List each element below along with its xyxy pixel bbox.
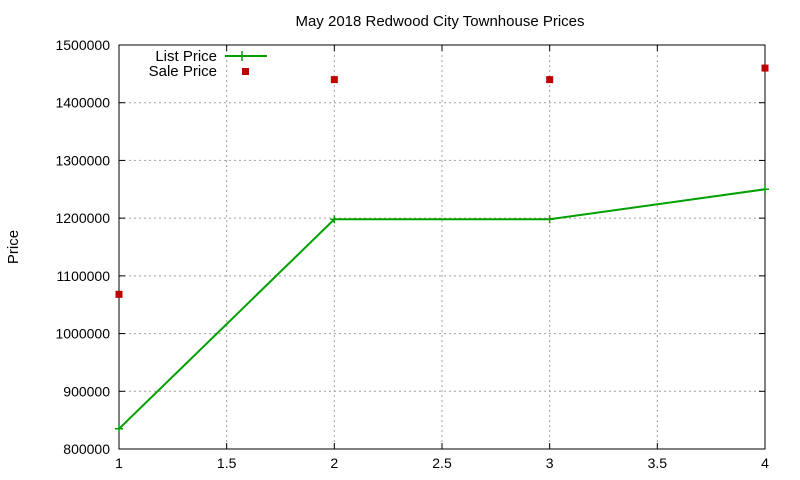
x-tick-label: 2.5 bbox=[432, 455, 452, 471]
data-point-sale-price bbox=[330, 76, 338, 84]
legend: List Price Sale Price bbox=[149, 48, 267, 80]
x-tick-label: 1 bbox=[115, 455, 123, 471]
y-axis-label: Price bbox=[5, 230, 22, 264]
chart-title: May 2018 Redwood City Townhouse Prices bbox=[295, 13, 584, 30]
data-point-sale-price bbox=[761, 64, 769, 72]
x-tick-label: 4 bbox=[761, 455, 769, 471]
data-point-sale-price bbox=[546, 76, 554, 84]
y-tick-label: 1300000 bbox=[55, 152, 110, 168]
y-tick-label: 1500000 bbox=[55, 37, 110, 53]
y-tick-label: 1200000 bbox=[55, 210, 110, 226]
data-point-list-price bbox=[761, 185, 769, 194]
legend-marker-sale-price bbox=[242, 68, 249, 75]
data-point-list-price bbox=[115, 424, 123, 433]
y-tick-label: 1100000 bbox=[57, 268, 111, 284]
legend-label-sale-price: Sale Price bbox=[149, 63, 217, 80]
data-point-sale-price bbox=[115, 290, 123, 298]
legend-marker-list-price bbox=[237, 51, 247, 61]
y-tick-label: 1400000 bbox=[55, 95, 110, 111]
x-tick-label: 3 bbox=[546, 455, 554, 471]
x-tick-label: 3.5 bbox=[648, 455, 668, 471]
y-tick-label: 900000 bbox=[63, 383, 110, 399]
series-line-list-price bbox=[118, 188, 766, 430]
y-tick-label: 800000 bbox=[63, 441, 110, 457]
data-point-list-price bbox=[545, 215, 554, 224]
grid bbox=[119, 45, 765, 449]
data-point-list-price bbox=[330, 215, 339, 224]
x-tick-label: 2 bbox=[330, 455, 338, 471]
x-tick-label: 1.5 bbox=[217, 455, 237, 471]
y-tick-label: 1000000 bbox=[55, 326, 110, 342]
legend-label-list-price: List Price bbox=[155, 48, 217, 65]
series-layer bbox=[115, 64, 769, 433]
ticks: 1 1.5 2 2.5 3 3.5 4 800000 900000 1000000 1100000 1… bbox=[55, 37, 769, 471]
